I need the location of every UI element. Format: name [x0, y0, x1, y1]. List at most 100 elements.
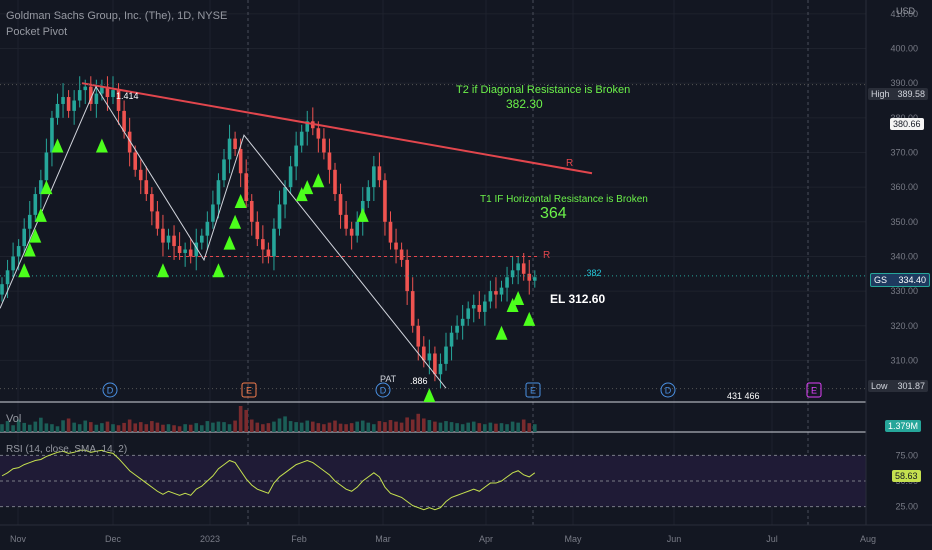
volume-bar [39, 417, 43, 432]
volume-bar [144, 424, 149, 432]
volume-bar [44, 423, 49, 432]
candle-body [11, 256, 15, 271]
volume-bar [322, 424, 326, 432]
price-tick-label: 360.00 [890, 182, 918, 192]
volume-bar [138, 422, 143, 432]
rsi-tick-label: 75.00 [895, 450, 918, 460]
time-tick-label: 2023 [200, 534, 220, 544]
volume-bar [455, 423, 459, 432]
candle-body [438, 363, 443, 375]
candle-body [105, 86, 110, 98]
volume-bar [16, 419, 21, 432]
candle-body [55, 103, 60, 118]
candle-body [16, 246, 21, 257]
volume-bar [116, 425, 121, 432]
volume-bar [33, 421, 38, 432]
candle-body [77, 90, 82, 101]
candle-body [27, 214, 32, 229]
fib-382-label: .382 [584, 268, 602, 278]
rsi-series [1, 449, 536, 511]
volume-bar [288, 421, 293, 432]
candle-body [261, 239, 265, 250]
candle-body [333, 169, 337, 195]
volume-bar [244, 409, 248, 432]
volume-bar [333, 420, 337, 432]
volume-bar [183, 424, 187, 432]
fib-1414-label: 1.414 [116, 91, 139, 101]
dividend-marker [660, 382, 676, 398]
pocket-pivot-arrow [95, 138, 108, 153]
candle-body [394, 242, 398, 250]
volume-bar [72, 422, 76, 432]
rsi-title: RSI (14, close, SMA, 14, 2) [6, 444, 128, 455]
pocket-pivot-arrow [301, 180, 314, 195]
ticker-label: GS [874, 275, 888, 285]
volume-bar [94, 424, 99, 432]
volume-bar [477, 423, 482, 432]
volume-bar [216, 421, 221, 432]
candle-body [288, 166, 293, 188]
price-tick-label: 380.00 [890, 113, 918, 123]
volume-bar [272, 421, 276, 432]
low-value: 301.87 [897, 381, 925, 391]
volume-bar [388, 420, 393, 432]
indicator-name: Pocket Pivot [6, 26, 68, 38]
volume-bar [66, 418, 71, 432]
volume-bar [422, 418, 426, 432]
candle-body [66, 97, 71, 111]
volume-bar [161, 424, 165, 432]
symbol-title: Goldman Sachs Group, Inc. (The), 1D, NYS… [6, 10, 228, 22]
volume-bar [238, 406, 243, 432]
candle-body [200, 235, 204, 243]
rsi-tick-label: 25.00 [895, 502, 918, 512]
volume-bar [83, 420, 88, 432]
candle-body [144, 180, 149, 195]
volume-bar [338, 423, 343, 432]
event-marker-label: D [665, 386, 672, 396]
event-marker-label: E [811, 386, 817, 396]
time-tick-label: Mar [375, 534, 391, 544]
candle-body [133, 152, 137, 170]
candle-body [427, 353, 432, 361]
volume-value-badge: 1.379M [885, 420, 922, 432]
volume-bar [294, 422, 298, 432]
candle-body [44, 152, 49, 181]
volume-bar [311, 421, 315, 432]
candle-body [366, 187, 371, 201]
volume-bar [277, 418, 282, 432]
volume-bar [50, 424, 54, 432]
earnings-marker [241, 382, 257, 398]
candle-body [72, 100, 76, 111]
r-diagonal-label: R [566, 158, 574, 169]
dividend-marker [102, 382, 118, 398]
time-tick-label: Nov [10, 534, 27, 544]
pocket-pivot-arrow [212, 263, 225, 278]
candle-body [527, 273, 532, 281]
candle-body [177, 246, 182, 253]
volume-bar [383, 422, 387, 432]
volume-bar [255, 422, 260, 432]
level-badge: 380.66 [890, 118, 924, 130]
pocket-pivot-arrows [18, 138, 536, 403]
volume-bar [510, 421, 515, 432]
volume-bar [133, 423, 137, 432]
rsi-line [1, 449, 536, 511]
r-horizontal-label: R [543, 250, 551, 261]
candlesticks [0, 76, 537, 389]
time-tick-label: Feb [291, 534, 307, 544]
pocket-pivot-arrow [18, 263, 31, 278]
candle-body [322, 138, 326, 153]
candle-body [510, 270, 515, 278]
time-tick-label: May [564, 534, 582, 544]
event-marker-label: E [530, 386, 536, 396]
rsi-value-badge: 58.63 [892, 470, 921, 482]
low-label: Low [871, 381, 888, 391]
event-marker-label: D [107, 386, 114, 396]
volume-bar [494, 423, 498, 432]
volume-bar [299, 422, 304, 432]
volume-bar [521, 419, 526, 432]
time-tick-label: Apr [479, 534, 493, 544]
volume-bar [433, 421, 437, 432]
